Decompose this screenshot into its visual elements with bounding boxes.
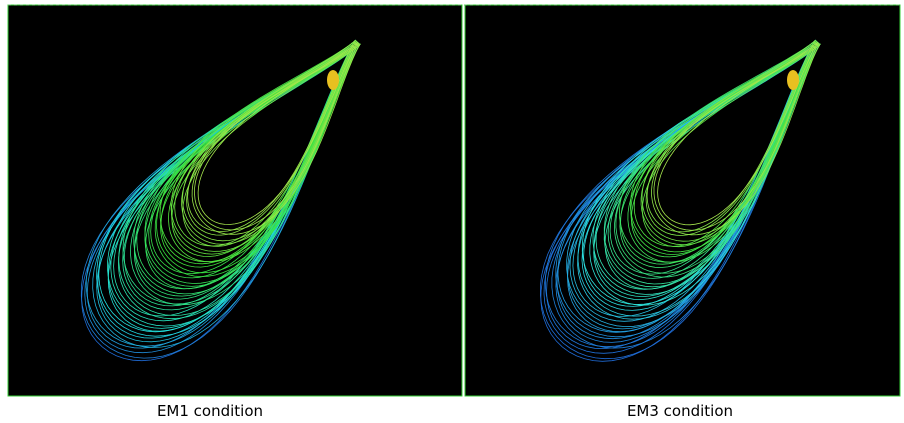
hot-spot — [327, 70, 339, 90]
panel-right — [465, 5, 900, 396]
caption: EM3 condition — [627, 402, 733, 420]
hot-spot — [787, 70, 799, 90]
figure: EM1 condition EM3 condition — [0, 0, 904, 423]
caption: EM1 condition — [157, 402, 263, 420]
panel-left — [8, 5, 462, 396]
